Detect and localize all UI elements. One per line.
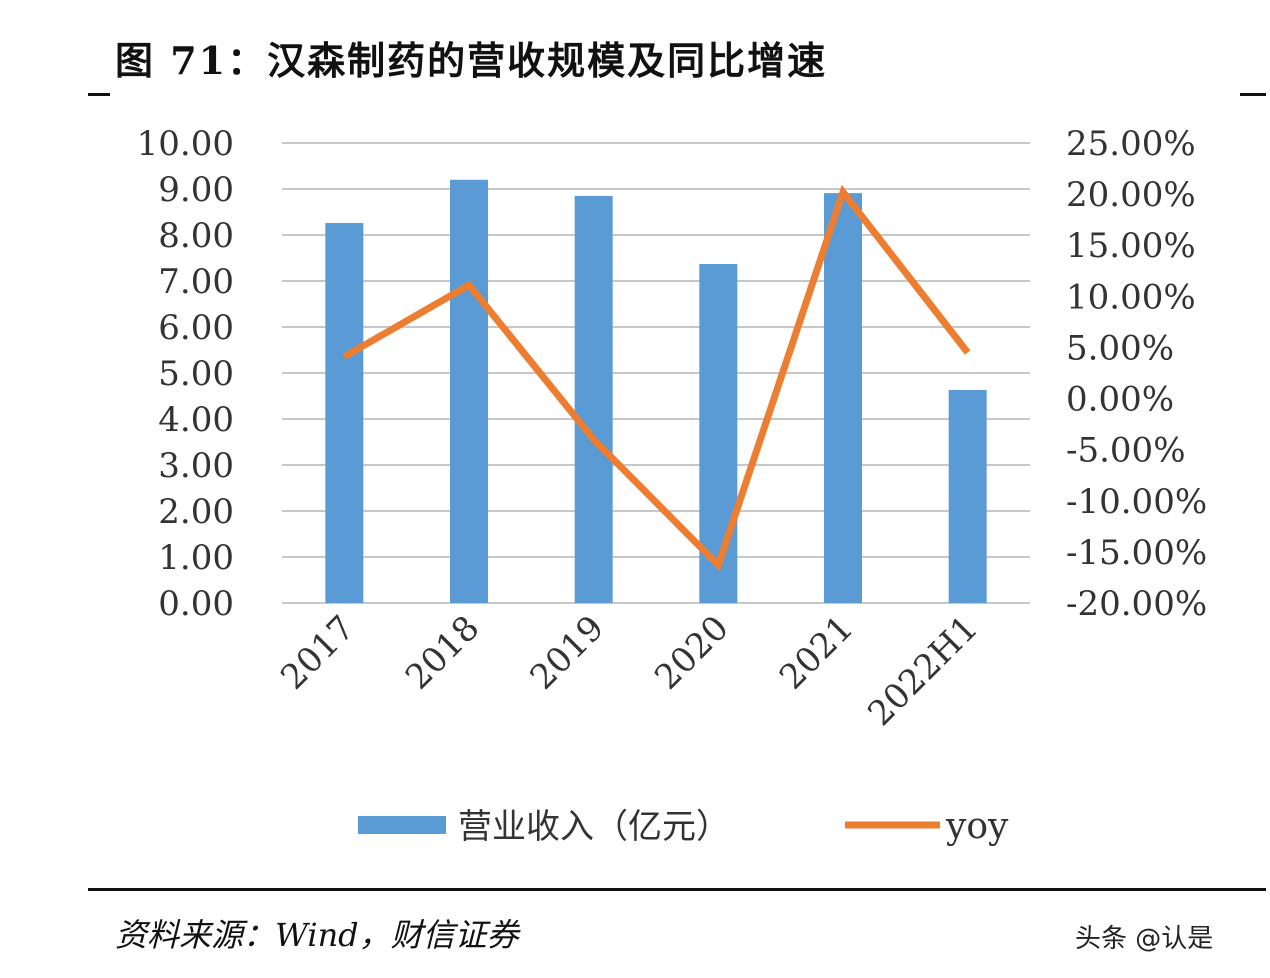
bar <box>574 195 613 603</box>
x-tick-label: 2018 <box>398 608 487 697</box>
y-left-tick-label: 0.00 <box>158 584 234 624</box>
watermark: 头条 @认是 <box>1075 924 1214 954</box>
y-right-tick-label: -15.00% <box>1066 533 1207 573</box>
x-tick-label: 2020 <box>647 608 736 697</box>
yoy-line <box>342 184 971 572</box>
y-left-tick-label: 2.00 <box>158 492 234 532</box>
y-right-tick-label: 20.00% <box>1066 175 1196 215</box>
y-right-tick-label: -10.00% <box>1066 482 1207 522</box>
bar <box>325 223 364 604</box>
y-left-tick-label: 5.00 <box>158 354 234 394</box>
x-tick-label: 2017 <box>273 608 362 697</box>
legend-line-label: yoy <box>945 806 1009 847</box>
legend-bar-swatch <box>358 816 446 834</box>
figure-title: 图 71：汉森制药的营收规模及同比增速 <box>115 38 828 83</box>
x-tick-label: 2022H1 <box>860 608 986 734</box>
y-right-tick-label: -5.00% <box>1066 431 1186 471</box>
source-rule <box>88 888 1266 891</box>
y-left-tick-label: 4.00 <box>158 400 234 440</box>
y-right-tick-label: 10.00% <box>1066 277 1196 317</box>
y-left-tick-label: 6.00 <box>158 308 234 348</box>
y-right-tick-label: 0.00% <box>1066 380 1174 420</box>
title-rule-left <box>88 93 110 96</box>
y-left-tick-label: 3.00 <box>158 446 234 486</box>
chart: 0.00 1.00 2.00 3.00 4.00 5.00 6.00 7.00 8.00 9.00… <box>137 124 1207 847</box>
y-left-tick-label: 8.00 <box>158 216 234 256</box>
title-rule-right <box>1240 93 1266 96</box>
y-left-tick-label: 7.00 <box>158 262 234 302</box>
y-right-tick-label: -20.00% <box>1066 584 1207 624</box>
y-right-tick-label: 25.00% <box>1066 124 1196 164</box>
y-left-tick-label: 1.00 <box>158 538 234 578</box>
y-right-tick-label: 15.00% <box>1066 226 1196 266</box>
y-left-tick-label: 10.00 <box>137 124 234 164</box>
legend-bar-label: 营业收入（亿元） <box>458 807 730 847</box>
x-tick-label: 2021 <box>772 608 861 697</box>
y-left-tick-label: 9.00 <box>158 170 234 210</box>
bar <box>824 193 862 603</box>
bar <box>699 263 738 603</box>
x-tick-label: 2019 <box>523 608 612 697</box>
y-right-tick-label: 5.00% <box>1066 328 1174 368</box>
source-note: 资料来源：Wind，财信证券 <box>115 916 519 954</box>
bar <box>450 179 488 604</box>
bar <box>948 390 987 603</box>
